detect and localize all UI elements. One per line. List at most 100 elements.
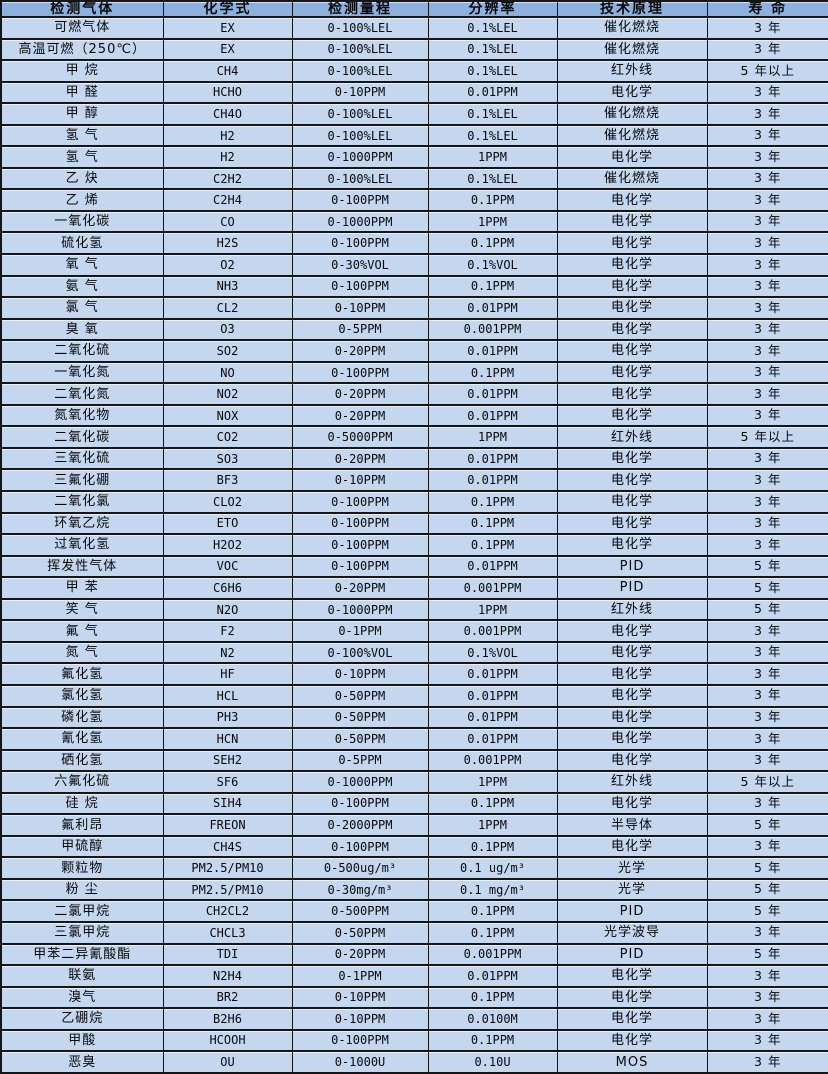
table-row: 甲 苯 C6H6 0-20PPM 0.001PPM PID 5 年 (0, 576, 828, 599)
cell-gas: 笑 气 (0, 597, 164, 621)
cell-formula: SF6 (162, 770, 293, 793)
cell-lifespan: 3 年 (706, 231, 828, 255)
cell-range: 0-100PPM (291, 360, 429, 384)
cell-formula: SIH4 (162, 791, 293, 815)
cell-principle: 电化学 (556, 490, 708, 513)
cell-gas: 乙 烯 (0, 188, 164, 211)
cell-principle: 光学 (556, 856, 708, 879)
cell-lifespan: 5 年 (706, 813, 828, 836)
col-header-resolution: 分辨率 (427, 0, 558, 17)
cell-formula: C2H2 (162, 166, 293, 190)
table-row: 甲 醇 CH4O 0-100%LEL 0.1%LEL 催化燃烧 3 年 (0, 102, 828, 125)
cell-range: 0-1000PPM (291, 770, 429, 793)
cell-gas: 甲 烷 (0, 59, 164, 82)
cell-principle: 电化学 (556, 145, 708, 168)
cell-formula: C2H4 (162, 188, 293, 211)
cell-gas: 乙 炔 (0, 166, 164, 190)
table-row: 二氧化碳 CO2 0-5000PPM 1PPM 红外线 5 年以上 (0, 425, 828, 448)
table-row: 氧 气 O2 0-30%VOL 0.1%VOL 电化学 3 年 (0, 253, 828, 276)
cell-resolution: 0.001PPM (427, 748, 558, 772)
cell-range: 0-100PPM (291, 511, 429, 535)
cell-range: 0-100PPM (291, 1028, 429, 1052)
cell-lifespan: 3 年 (706, 209, 828, 233)
cell-lifespan: 3 年 (706, 791, 828, 815)
cell-range: 0-100%LEL (291, 123, 429, 147)
cell-range: 0-100PPM (291, 834, 429, 858)
cell-principle: 催化燃烧 (556, 16, 708, 39)
cell-resolution: 0.01PPM (427, 468, 558, 492)
cell-resolution: 0.1 mg/m³ (427, 877, 558, 901)
cell-formula: NH3 (162, 274, 293, 298)
cell-gas: 二氧化硫 (0, 339, 164, 362)
table-row: 氯 气 CL2 0-10PPM 0.01PPM 电化学 3 年 (0, 296, 828, 319)
table-row: 氟 气 F2 0-1PPM 0.001PPM 电化学 3 年 (0, 619, 828, 642)
cell-formula: EX (162, 16, 293, 39)
cell-range: 0-100%LEL (291, 37, 429, 61)
table-row: 甲硫醇 CH4S 0-100PPM 0.1PPM 电化学 3 年 (0, 834, 828, 858)
cell-principle: 电化学 (556, 791, 708, 815)
cell-lifespan: 3 年 (706, 468, 828, 492)
cell-lifespan: 3 年 (706, 339, 828, 362)
cell-gas: 二氯甲烷 (0, 899, 164, 922)
cell-principle: PID (556, 576, 708, 599)
cell-principle: 电化学 (556, 296, 708, 319)
cell-range: 0-10PPM (291, 1007, 429, 1030)
cell-principle: 光学波导 (556, 920, 708, 944)
cell-lifespan: 3 年 (706, 662, 828, 685)
table-row: 恶臭 OU 0-1000U 0.10U MOS 3 年 (0, 1050, 828, 1073)
cell-range: 0-20PPM (291, 446, 429, 470)
table-row: 挥发性气体 VOC 0-100PPM 0.01PPM PID 5 年 (0, 554, 828, 578)
cell-principle: 电化学 (556, 619, 708, 642)
table-row: 氢 气 H2 0-1000PPM 1PPM 电化学 3 年 (0, 145, 828, 168)
table-row: 臭 氧 O3 0-5PPM 0.001PPM 电化学 3 年 (0, 317, 828, 341)
cell-lifespan: 5 年 (706, 554, 828, 578)
cell-principle: MOS (556, 1050, 708, 1073)
cell-lifespan: 3 年 (706, 296, 828, 319)
cell-range: 0-50PPM (291, 727, 429, 750)
cell-resolution: 0.1%LEL (427, 123, 558, 147)
cell-lifespan: 3 年 (706, 834, 828, 858)
cell-formula: CH4 (162, 59, 293, 82)
cell-range: 0-5000PPM (291, 425, 429, 448)
cell-resolution: 0.1PPM (427, 834, 558, 858)
cell-lifespan: 3 年 (706, 403, 828, 427)
cell-formula: CH4S (162, 834, 293, 858)
cell-range: 0-100%LEL (291, 166, 429, 190)
cell-lifespan: 3 年 (706, 123, 828, 147)
cell-principle: 电化学 (556, 231, 708, 255)
cell-resolution: 0.1%VOL (427, 640, 558, 664)
cell-formula: N2H4 (162, 964, 293, 987)
table-row: 六氟化硫 SF6 0-1000PPM 1PPM 红外线 5 年以上 (0, 770, 828, 793)
cell-resolution: 0.1PPM (427, 360, 558, 384)
cell-resolution: 0.001PPM (427, 619, 558, 642)
cell-gas: 氨 气 (0, 274, 164, 298)
cell-range: 0-20PPM (291, 576, 429, 599)
table-row: 甲酸 HCOOH 0-100PPM 0.1PPM 电化学 3 年 (0, 1028, 828, 1052)
cell-principle: 红外线 (556, 59, 708, 82)
cell-formula: ETO (162, 511, 293, 535)
cell-gas: 甲酸 (0, 1028, 164, 1052)
cell-lifespan: 3 年 (706, 619, 828, 642)
table-row: 颗粒物 PM2.5/PM10 0-500ug/m³ 0.1 ug/m³ 光学 5 年 (0, 856, 828, 879)
cell-range: 0-100%VOL (291, 640, 429, 664)
cell-lifespan: 3 年 (706, 748, 828, 772)
cell-formula: N2 (162, 640, 293, 664)
cell-gas: 氢 气 (0, 145, 164, 168)
cell-formula: NO2 (162, 382, 293, 405)
cell-gas: 可燃气体 (0, 16, 164, 39)
cell-resolution: 0.1%VOL (427, 253, 558, 276)
cell-resolution: 0.01PPM (427, 446, 558, 470)
cell-principle: 催化燃烧 (556, 37, 708, 61)
cell-formula: H2O2 (162, 533, 293, 556)
table-row: 二氧化硫 SO2 0-20PPM 0.01PPM 电化学 3 年 (0, 339, 828, 362)
cell-formula: PM2.5/PM10 (162, 856, 293, 879)
cell-formula: H2S (162, 231, 293, 255)
cell-gas: 甲硫醇 (0, 834, 164, 858)
cell-lifespan: 5 年 (706, 942, 828, 966)
cell-gas: 氮 气 (0, 640, 164, 664)
cell-lifespan: 3 年 (706, 446, 828, 470)
cell-principle: 电化学 (556, 640, 708, 664)
cell-principle: 催化燃烧 (556, 123, 708, 147)
